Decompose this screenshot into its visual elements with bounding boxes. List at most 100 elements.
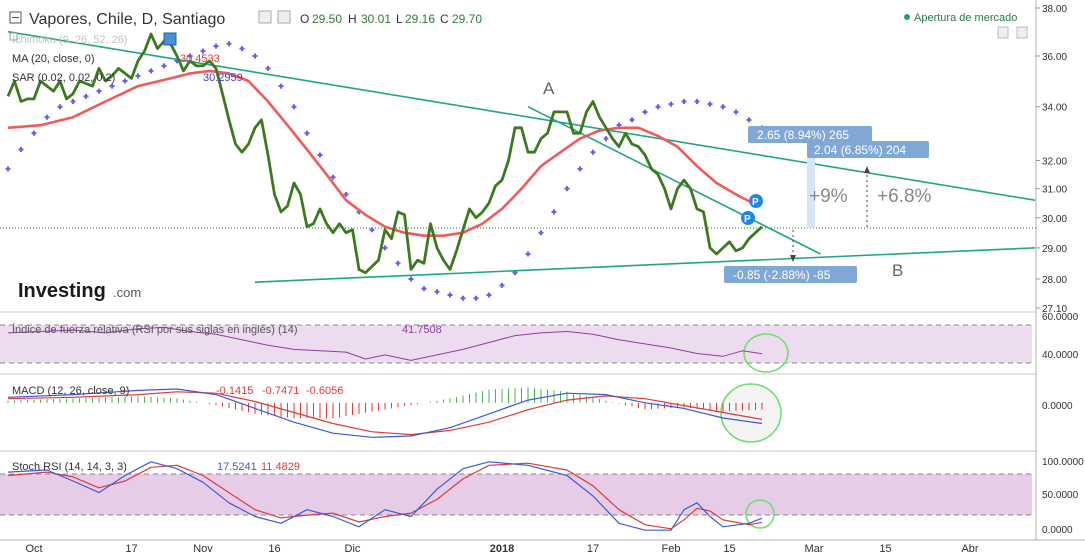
sar-point bbox=[343, 191, 349, 197]
sar-point bbox=[18, 146, 24, 152]
ohlc-o-value: 29.50 bbox=[312, 12, 342, 26]
sar-point bbox=[96, 88, 102, 94]
sar-point bbox=[668, 101, 674, 107]
sar-point bbox=[252, 53, 258, 59]
sar-label[interactable]: SAR (0.02, 0.02, 0.2) bbox=[12, 72, 115, 84]
sar-point bbox=[395, 260, 401, 266]
sar-point bbox=[122, 78, 128, 84]
x-tick-label: Feb bbox=[662, 543, 681, 555]
price-tick-label: 38.00 bbox=[1042, 4, 1067, 15]
badge-measure-1 bbox=[748, 126, 872, 143]
badge-measure-2 bbox=[807, 141, 929, 158]
sar-point bbox=[57, 104, 63, 110]
macd-value-2: -0.7471 bbox=[262, 385, 299, 397]
ichimoku-toggle-icon[interactable] bbox=[9, 32, 18, 41]
sar-point bbox=[681, 99, 687, 105]
sar-value: 30.2959 bbox=[203, 72, 243, 84]
badge-measure-2-text: 2.04 (6.85%) 204 bbox=[814, 143, 906, 157]
sar-point bbox=[70, 99, 76, 105]
x-tick-label: 15 bbox=[723, 543, 735, 555]
p-marker-lower-icon[interactable] bbox=[741, 211, 755, 225]
sar-point bbox=[603, 136, 609, 142]
price-tick-label: 36.00 bbox=[1042, 52, 1067, 63]
ohlc-h-label: H bbox=[348, 12, 357, 26]
ichimoku-label[interactable]: Ichimoku (9, 26, 52, 26) bbox=[12, 34, 128, 46]
price-axis: 38.00 36.00 34.00 32.00 31.00 30.00 29.00 28.00… bbox=[1036, 4, 1067, 315]
sar-point bbox=[265, 65, 271, 71]
flag-marker-icon[interactable] bbox=[163, 32, 177, 46]
sar-point bbox=[590, 149, 596, 155]
sar-point bbox=[629, 117, 635, 123]
sar-point bbox=[720, 104, 726, 110]
ma-value: 30.4533 bbox=[180, 53, 220, 65]
measure-arrow-down-icon bbox=[790, 255, 796, 262]
sar-point bbox=[83, 93, 89, 99]
ohlc-l-label: L bbox=[396, 12, 403, 26]
p-marker-upper-text: P bbox=[752, 197, 759, 208]
sar-point bbox=[655, 104, 661, 110]
ma-label[interactable]: MA (20, close, 0) bbox=[12, 53, 95, 65]
sar-point bbox=[226, 41, 232, 47]
ohlc-c-value: 29.70 bbox=[452, 12, 482, 26]
price-line bbox=[6, 32, 763, 275]
macd-series bbox=[7, 387, 763, 438]
sar-series bbox=[5, 41, 765, 301]
price-tick-label: 29.00 bbox=[1042, 244, 1067, 255]
rsi-band bbox=[0, 325, 1032, 363]
sar-point bbox=[707, 101, 713, 107]
sar-point bbox=[577, 166, 583, 172]
macd-value-3: -0.6056 bbox=[306, 385, 343, 397]
rsi-value: 41.7508 bbox=[402, 324, 442, 336]
stoch-tick-100: 100.0000 bbox=[1042, 457, 1084, 468]
sar-point bbox=[5, 166, 11, 172]
sar-point bbox=[733, 109, 739, 115]
macd-tick-0: 0.0000 bbox=[1042, 401, 1073, 412]
sar-point bbox=[239, 46, 245, 52]
market-status-dot-icon bbox=[904, 14, 910, 20]
market-status: Apertura de mercado bbox=[914, 12, 1017, 24]
sar-point bbox=[564, 186, 570, 192]
rsi-label[interactable]: Índice de fuerza relativa (RSI por sus s… bbox=[12, 323, 298, 336]
sar-point bbox=[31, 130, 37, 136]
price-tick-label: 32.00 bbox=[1042, 157, 1067, 168]
ohlc-c-label: C bbox=[440, 12, 449, 26]
settings-icon[interactable] bbox=[258, 10, 272, 24]
x-tick-label: 17 bbox=[125, 543, 137, 555]
measure-arrow-up-icon bbox=[864, 166, 870, 173]
ohlc-o-label: O bbox=[300, 12, 309, 26]
trendline-1 bbox=[7, 30, 1036, 201]
point-a-label: A bbox=[543, 79, 555, 98]
gear-icon[interactable] bbox=[277, 10, 291, 24]
pct-label-2: +6.8% bbox=[877, 186, 932, 207]
sar-point bbox=[304, 130, 310, 136]
scroll-up-icon[interactable] bbox=[997, 26, 1009, 39]
macd-value-1: -0.1415 bbox=[216, 385, 253, 397]
ma-line bbox=[7, 69, 757, 237]
x-tick-label: 15 bbox=[879, 543, 891, 555]
pct-label-1: +9% bbox=[809, 186, 848, 207]
sar-point bbox=[369, 227, 375, 233]
sar-point bbox=[291, 104, 297, 110]
sar-point bbox=[434, 289, 440, 295]
sar-point bbox=[551, 209, 557, 215]
price-tick-label: 27.10 bbox=[1042, 304, 1067, 315]
x-tick-label: 17 bbox=[587, 543, 599, 555]
measure-range-1 bbox=[807, 158, 815, 228]
price-series bbox=[6, 32, 763, 275]
ma-series bbox=[7, 69, 757, 237]
stoch-d-value: 11.4829 bbox=[261, 461, 300, 473]
price-tick-label: 30.00 bbox=[1042, 214, 1067, 225]
sar-point bbox=[148, 68, 154, 74]
trendline-3 bbox=[527, 105, 821, 255]
p-marker-upper-icon[interactable] bbox=[749, 194, 763, 208]
scroll-down-icon[interactable] bbox=[1016, 26, 1028, 39]
symbol-title: Vapores, Chile, D, Santiago bbox=[29, 11, 225, 28]
stoch-label[interactable]: Stoch RSI (14, 14, 3, 3) bbox=[12, 461, 127, 473]
macd-label[interactable]: MACD (12, 26, close, 9) bbox=[12, 385, 129, 397]
sar-point bbox=[421, 286, 427, 292]
sar-point bbox=[642, 109, 648, 115]
ohlc-h-value: 30.01 bbox=[361, 12, 391, 26]
price-tick-label: 34.00 bbox=[1042, 103, 1067, 114]
x-tick-label: Dic bbox=[345, 543, 361, 555]
